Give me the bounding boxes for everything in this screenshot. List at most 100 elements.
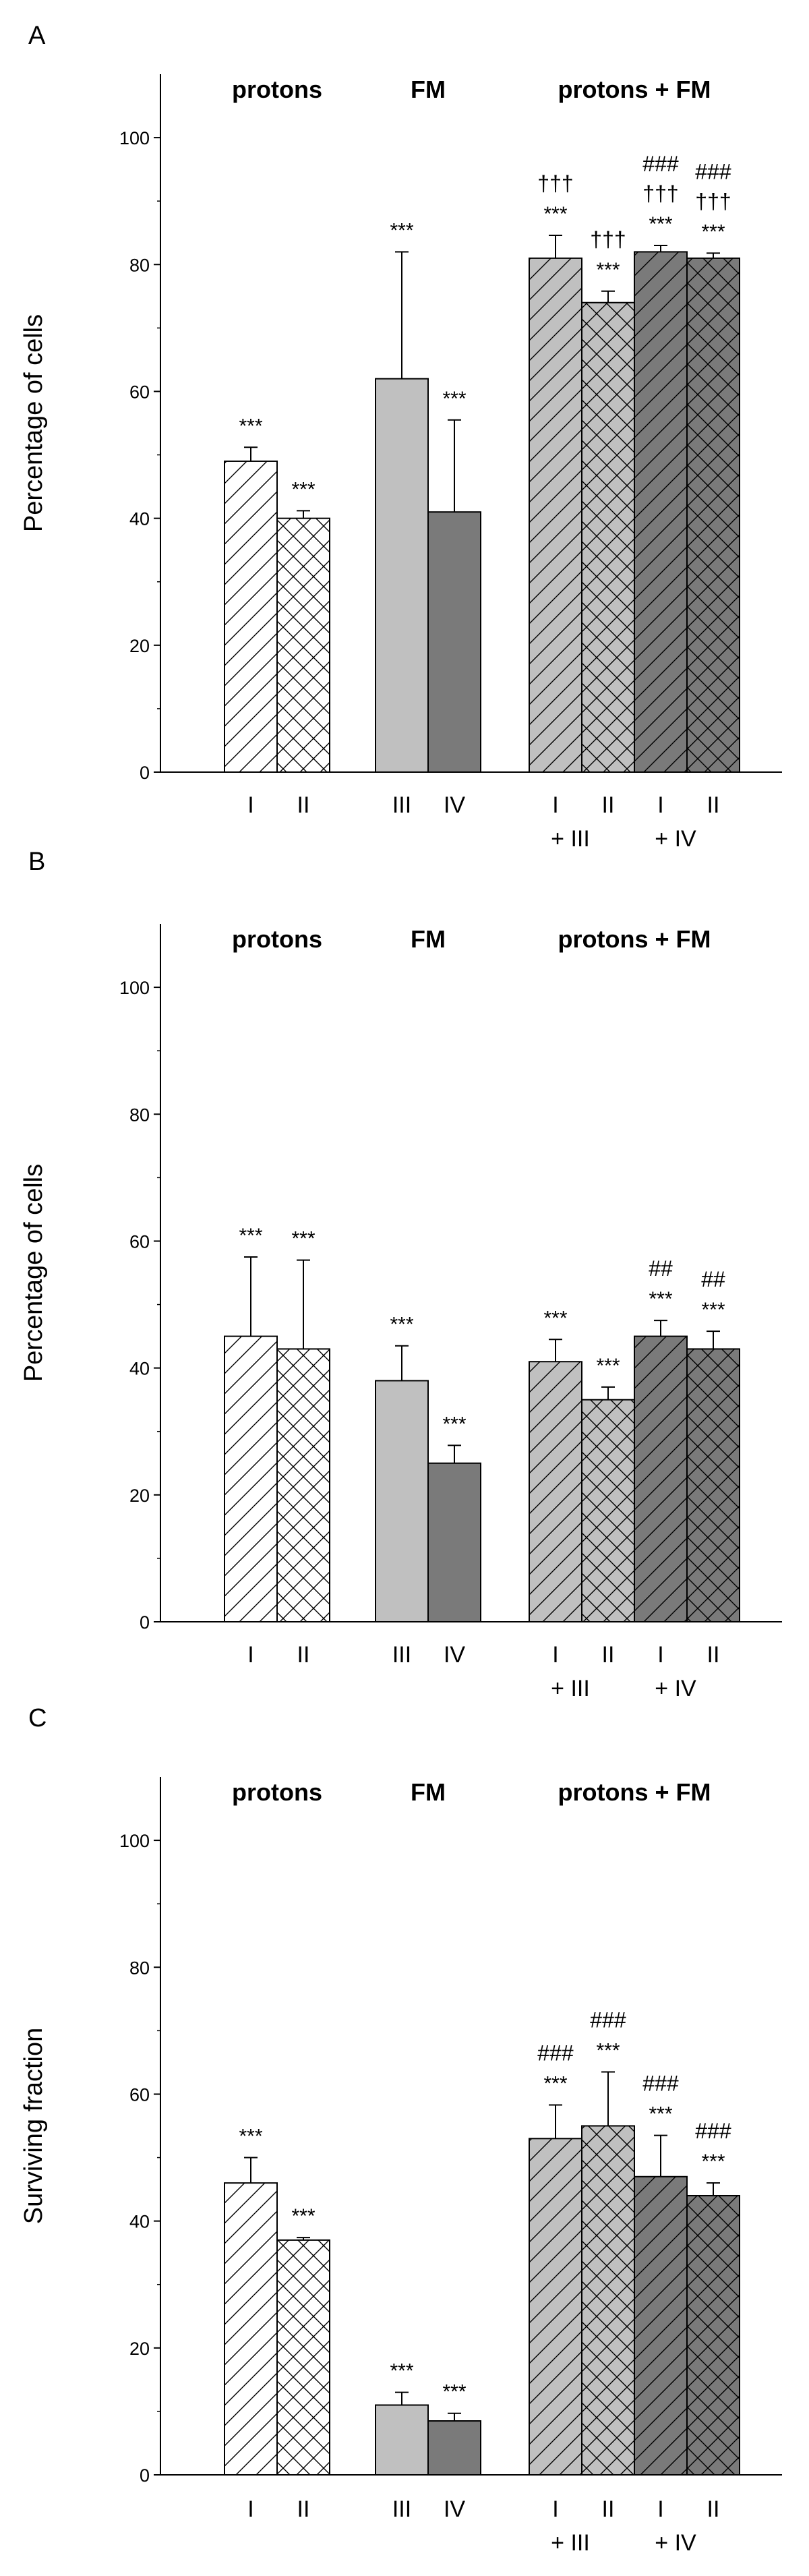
group-label: protons [232, 925, 322, 953]
x-category-label: IV [444, 1642, 465, 1668]
bar-hatch [277, 518, 330, 772]
bar-hatch [529, 258, 582, 772]
significance-mark: *** [442, 2381, 466, 2403]
significance-mark: *** [649, 2103, 672, 2126]
y-tick-label: 100 [119, 128, 150, 148]
group-label: protons + FM [558, 1778, 711, 1806]
bar-hatch [634, 1336, 687, 1622]
significance-mark: ## [649, 1256, 673, 1281]
bar-hatch [224, 2183, 277, 2475]
significance-mark: *** [291, 1228, 315, 1250]
y-tick-label: 20 [129, 1486, 150, 1506]
bar-hatch [687, 1349, 740, 1622]
y-tick-label: 0 [140, 2465, 150, 2486]
chart-panel-a: A 0 20 40 60 80 100 Percentage of cells protons *… [20, 22, 782, 852]
significance-mark: ††† [537, 171, 573, 196]
bar-hatch [582, 1399, 634, 1622]
x-category-label: IV [444, 792, 465, 818]
group-label: FM [411, 1778, 446, 1806]
significance-mark: *** [291, 2205, 315, 2227]
bar [376, 1380, 428, 1622]
group-label: protons [232, 76, 322, 103]
significance-mark: *** [390, 2360, 413, 2382]
bar-hatch [529, 1362, 582, 1622]
group-label: protons + FM [558, 76, 711, 103]
significance-mark: *** [701, 2150, 725, 2173]
significance-mark: ### [642, 152, 679, 176]
group-label: FM [411, 925, 446, 953]
bar-hatch [634, 2176, 687, 2475]
significance-mark: ### [695, 159, 731, 183]
bar [376, 378, 428, 772]
bar [428, 512, 481, 772]
chart-panel-c: C 0 20 40 60 80 100 Surviving fraction protons **… [20, 1704, 782, 2556]
x-category-label: II [297, 1642, 310, 1668]
panel-letter: A [28, 22, 46, 50]
bar-hatch [277, 2240, 330, 2475]
x-category-label: II [602, 2496, 615, 2522]
y-axis-label: Surviving fraction [20, 2028, 48, 2224]
y-tick-label: 60 [129, 382, 150, 402]
y-tick-label: 80 [129, 1105, 150, 1125]
y-tick-label: 0 [140, 763, 150, 783]
x-category-label: I [552, 792, 558, 818]
bar-hatch [687, 258, 740, 772]
significance-mark: *** [239, 415, 262, 437]
significance-mark: *** [701, 1299, 725, 1321]
significance-mark: *** [239, 1225, 262, 1247]
y-tick-label: 60 [129, 2084, 150, 2105]
panel-letter: C [28, 1704, 47, 1732]
y-tick-label: 40 [129, 2212, 150, 2232]
group-label: FM [411, 76, 446, 103]
x-category-label: II [707, 2496, 720, 2522]
significance-mark: ### [642, 2072, 679, 2096]
y-tick-label: 20 [129, 636, 150, 656]
x-category-label: I [657, 1642, 663, 1668]
significance-mark: *** [442, 1413, 466, 1435]
y-tick-label: 100 [119, 978, 150, 998]
significance-mark: *** [291, 478, 315, 500]
significance-mark: ††† [695, 189, 731, 213]
x-combo-label: + IV [655, 2530, 696, 2556]
y-tick-label: 20 [129, 2339, 150, 2359]
significance-mark: *** [543, 203, 567, 225]
bar-hatch [277, 1349, 330, 1622]
bar-hatch [529, 2138, 582, 2475]
significance-mark: *** [596, 1355, 620, 1377]
significance-mark: *** [543, 1307, 567, 1329]
bar [428, 1463, 481, 1622]
significance-mark: *** [390, 1314, 413, 1336]
significance-mark: ††† [590, 227, 626, 252]
y-tick-label: 100 [119, 1831, 150, 1851]
bar-hatch [634, 252, 687, 772]
group-label: protons + FM [558, 925, 711, 953]
y-tick-label: 60 [129, 1231, 150, 1252]
bar-hatch [687, 2196, 740, 2475]
bar [428, 2421, 481, 2475]
x-category-label: II [297, 792, 310, 818]
significance-mark: *** [649, 1288, 672, 1310]
x-category-label: I [552, 1642, 558, 1668]
x-category-label: IV [444, 2496, 465, 2522]
bar-hatch [224, 461, 277, 772]
x-category-label: I [657, 792, 663, 818]
bar [376, 2405, 428, 2475]
x-category-label: I [657, 2496, 663, 2522]
x-category-label: I [247, 1642, 253, 1668]
y-tick-label: 80 [129, 1958, 150, 1978]
significance-mark: *** [596, 2040, 620, 2062]
x-category-label: III [392, 792, 411, 818]
x-category-label: I [247, 792, 253, 818]
significance-mark: ### [695, 2119, 731, 2143]
significance-mark: *** [701, 221, 725, 243]
panel-letter: B [28, 848, 45, 876]
y-tick-label: 0 [140, 1612, 150, 1633]
x-category-label: III [392, 2496, 411, 2522]
significance-mark: *** [390, 219, 413, 241]
x-category-label: II [602, 1642, 615, 1668]
chart-panel-b: B 0 20 40 60 80 100 Percentage of cells protons *… [20, 848, 782, 1701]
x-category-label: III [392, 1642, 411, 1668]
y-axis-label: Percentage of cells [20, 1164, 48, 1382]
significance-mark: ### [537, 2041, 574, 2065]
